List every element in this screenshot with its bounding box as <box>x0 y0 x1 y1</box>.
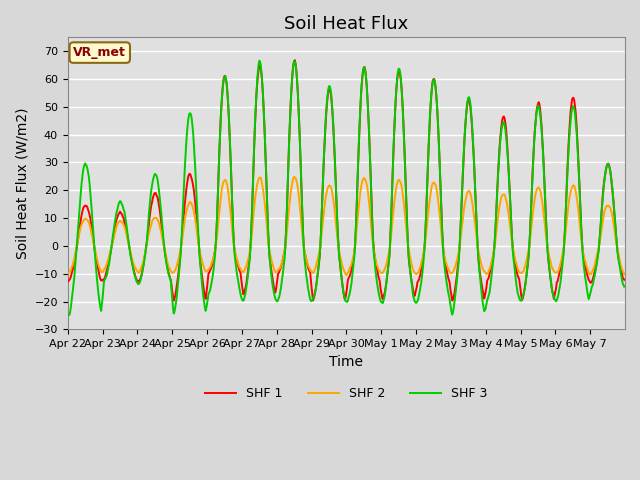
SHF 1 <box>449 298 456 303</box>
SHF 1 <box>435 150 443 156</box>
SHF 1 <box>291 58 299 63</box>
SHF 2 <box>259 186 267 192</box>
SHF 2 <box>342 272 350 278</box>
SHF 2 <box>436 215 444 221</box>
SHF 2 <box>405 247 413 253</box>
SHF 3 <box>64 312 72 318</box>
Y-axis label: Soil Heat Flux (W/m2): Soil Heat Flux (W/m2) <box>15 108 29 259</box>
SHF 2 <box>280 252 288 257</box>
SHF 1 <box>620 277 628 283</box>
SHF 1 <box>232 252 239 258</box>
SHF 3 <box>255 58 263 64</box>
SHF 1 <box>259 92 267 98</box>
SHF 3 <box>404 244 412 250</box>
Legend: SHF 1, SHF 2, SHF 3: SHF 1, SHF 2, SHF 3 <box>200 382 493 405</box>
SHF 3 <box>435 150 443 156</box>
Line: SHF 1: SHF 1 <box>68 60 624 300</box>
SHF 2 <box>129 260 137 265</box>
SHF 2 <box>64 270 72 276</box>
Title: Soil Heat Flux: Soil Heat Flux <box>284 15 408 33</box>
SHF 3 <box>260 106 268 111</box>
SHF 3 <box>232 258 239 264</box>
X-axis label: Time: Time <box>330 355 364 369</box>
SHF 3 <box>281 254 289 260</box>
SHF 3 <box>620 284 628 289</box>
Text: VR_met: VR_met <box>74 46 126 59</box>
SHF 1 <box>404 243 412 249</box>
SHF 3 <box>129 265 137 271</box>
SHF 2 <box>620 271 628 277</box>
SHF 1 <box>64 279 72 285</box>
Line: SHF 2: SHF 2 <box>68 177 624 275</box>
SHF 2 <box>232 251 239 256</box>
Line: SHF 3: SHF 3 <box>68 61 624 315</box>
SHF 2 <box>291 174 298 180</box>
SHF 1 <box>129 264 137 270</box>
SHF 1 <box>280 251 288 256</box>
